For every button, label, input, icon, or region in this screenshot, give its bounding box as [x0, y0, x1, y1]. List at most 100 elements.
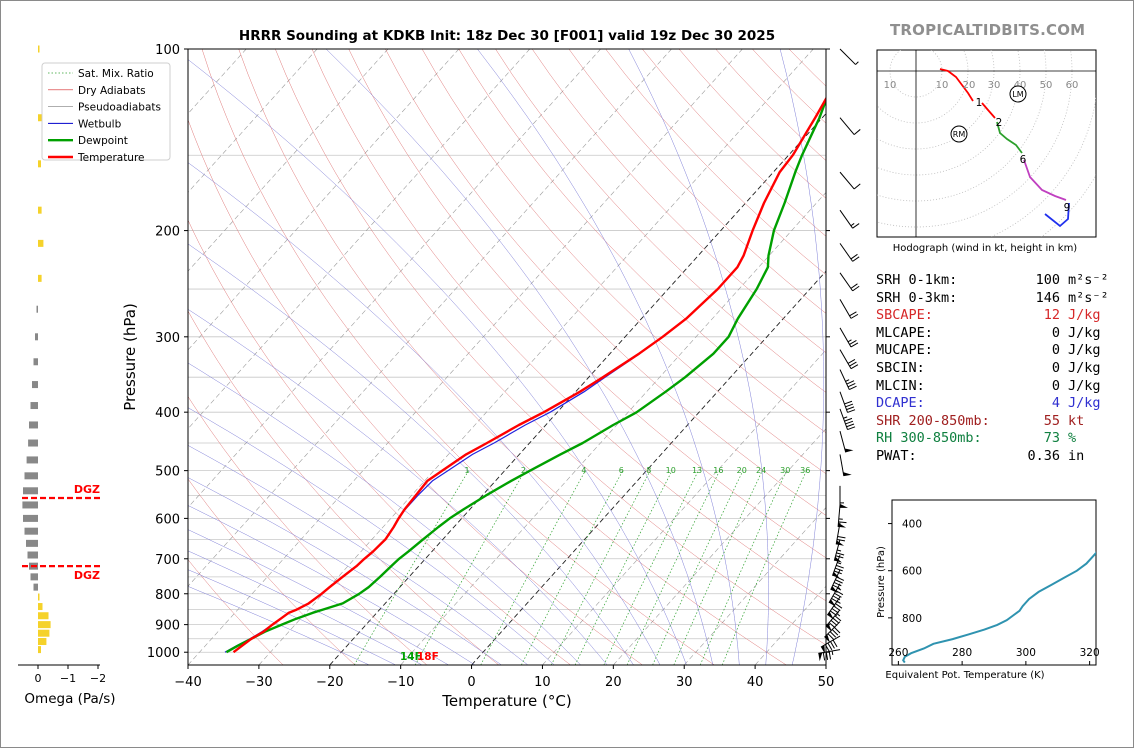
hodograph-ring-label: 30: [988, 80, 1001, 91]
pseudoadiabat-line: [325, 49, 714, 665]
mixing-ratio-line: [721, 470, 807, 665]
wind-barb-half: [836, 613, 841, 617]
wind-barb-full: [833, 626, 841, 634]
wind-barb-half: [847, 339, 852, 343]
wind-barb-half: [836, 600, 841, 604]
stat-unit: m²s⁻²: [1068, 289, 1109, 306]
omega-bar: [38, 638, 47, 646]
dry-adiabat-line: [238, 49, 787, 665]
omega-bar: [38, 239, 44, 247]
wind-barb-full: [849, 361, 857, 367]
x-tick-label: 0: [467, 675, 475, 690]
dry-adiabat-line: [531, 49, 826, 354]
wind-barb-full: [834, 570, 842, 575]
legend-box: [41, 62, 171, 161]
mixing-ratio-label: 10: [666, 466, 676, 475]
theta-e-x-axis-label: Equivalent Pot. Temperature (K): [885, 670, 1044, 681]
stat-label: SBCIN:: [876, 359, 925, 376]
dry-adiabat-line: [421, 49, 826, 475]
stat-value: 0: [1051, 377, 1060, 394]
wind-barb-half: [837, 587, 842, 591]
pseudoadiabat-line: [188, 362, 581, 665]
dry-adiabat-line: [188, 119, 643, 665]
hodograph-trace: [981, 102, 996, 119]
wind-barb: [824, 621, 841, 643]
isotherm-line: [329, 112, 826, 665]
mixing-ratio-label: 30: [780, 466, 790, 475]
wind-barb-full: [853, 129, 861, 135]
wind-barb-full: [831, 629, 839, 636]
wind-barb-staff: [839, 299, 852, 319]
dry-adiabat-line: [275, 49, 826, 646]
omega-bar: [35, 333, 38, 341]
wind-barb-staff: [839, 391, 848, 413]
theta-e-line: [902, 551, 1096, 664]
theta-e-x-tick-label: 300: [1016, 647, 1036, 659]
wind-barb: [839, 430, 854, 453]
wind-barb-full: [837, 536, 846, 539]
wind-barb-staff: [839, 369, 850, 390]
stat-label: SHR 200-850mb:: [876, 412, 990, 429]
stat-label: SRH 0-3km:: [876, 289, 958, 306]
wind-barb-full: [850, 364, 859, 370]
x-tick-label: 30: [676, 675, 693, 690]
mixing-ratio-label: 16: [713, 466, 723, 475]
isotherm-line: [542, 349, 826, 665]
stat-label: SRH 0-1km:: [876, 272, 958, 288]
stat-unit: kt: [1068, 412, 1085, 429]
mixing-ratio-line: [550, 470, 651, 665]
omega-bar: [29, 421, 38, 429]
wind-barb-full: [838, 521, 847, 524]
wind-barb: [839, 209, 860, 229]
pseudoadiabat-line: [188, 309, 608, 665]
hodograph-height-label: 2: [996, 117, 1003, 129]
wind-barb: [820, 635, 841, 654]
omega-bar: [30, 573, 38, 581]
y-tick-label: 200: [155, 225, 180, 240]
legend: Sat. Mix. Ratio Dry Adiabats Pseudoadiabat…: [41, 62, 171, 164]
hodograph-marker-circle: [1009, 85, 1027, 103]
isotherm-line: [613, 428, 826, 665]
wind-barb-staff: [839, 430, 847, 453]
wind-barb-flag: [825, 623, 832, 632]
stat-row: MLCAPE: 0 J/kg: [876, 325, 1126, 343]
wind-barb-half: [855, 61, 859, 65]
hodograph-ring-label: 10: [936, 80, 949, 91]
omega-bar: [38, 274, 42, 282]
hodograph-ring-label: 20: [963, 80, 976, 91]
mixing-ratio-label: 36: [800, 466, 810, 475]
wind-barb: [832, 554, 844, 579]
mixing-ratio-line: [353, 470, 469, 665]
legend-label: Temperature: [77, 152, 145, 164]
wind-barb-half: [837, 549, 842, 552]
wind-barb-full: [850, 342, 859, 348]
pseudoadiabat-line: [188, 550, 423, 665]
wind-barb: [839, 327, 859, 348]
pseudoadiabat-line: [477, 49, 740, 665]
omega-bar: [26, 539, 38, 547]
wind-barb-full: [846, 406, 855, 411]
wind-barb-half: [837, 562, 842, 565]
stat-label: SBCAPE:: [876, 307, 933, 324]
stat-label: DCAPE:: [876, 395, 925, 412]
isotherm-line: [188, 49, 460, 351]
stat-label: MLCAPE:: [876, 324, 933, 341]
wind-barb-full: [835, 567, 843, 572]
wind-barb-full: [847, 359, 856, 364]
chart-title: HRRR Sounding at KDKB Init: 18z Dec 30 […: [239, 28, 775, 44]
stat-row: MLCIN: 0 J/kg: [876, 378, 1126, 396]
pseudoadiabat-line: [188, 569, 396, 665]
wind-barb-full: [828, 651, 832, 660]
y-tick-label: 400: [155, 406, 180, 421]
dry-adiabat-line: [568, 49, 826, 314]
wind-barb-flag: [827, 611, 834, 620]
omega-bar: [38, 603, 43, 611]
wind-barb: [833, 539, 845, 563]
pseudoadiabat-line: [628, 49, 769, 665]
wind-barb-staff: [839, 408, 848, 430]
wind-barb-full: [845, 403, 854, 408]
pseudoadiabat-line: [188, 529, 449, 665]
omega-panel: 0 −1 −2 Omega (Pa/s) DGZ DGZ: [18, 45, 116, 707]
dry-adiabat-line: [311, 49, 826, 602]
wind-barb-flag: [844, 448, 854, 453]
